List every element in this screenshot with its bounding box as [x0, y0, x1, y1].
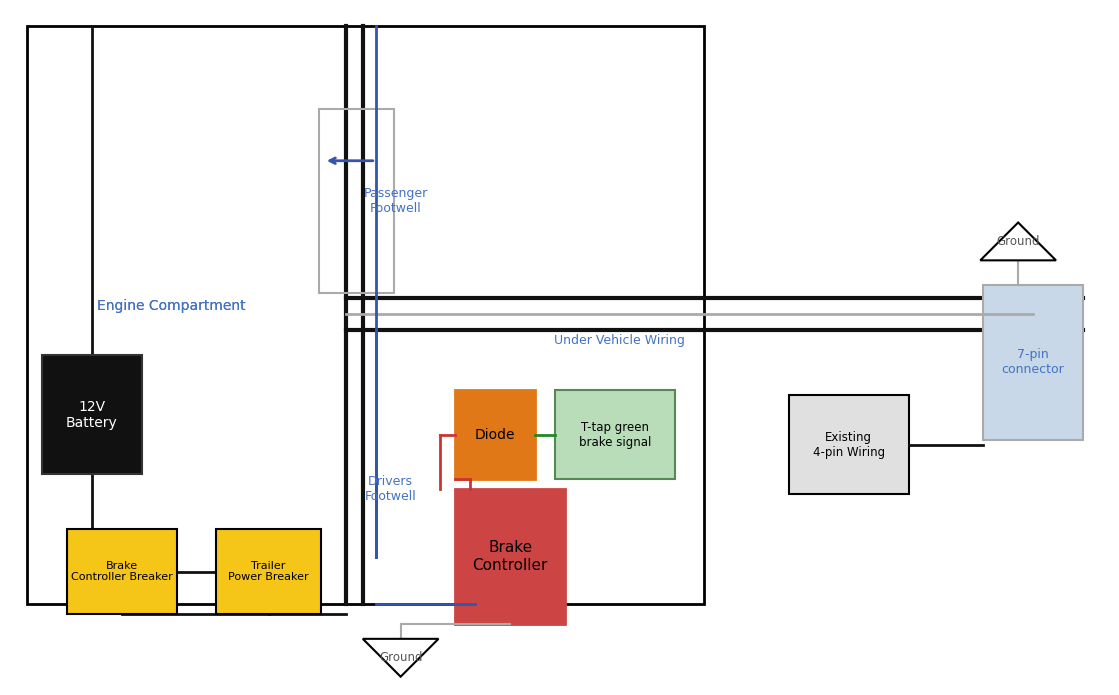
Text: Ground: Ground: [996, 235, 1040, 248]
Bar: [789, 395, 909, 494]
Bar: [216, 530, 321, 614]
Polygon shape: [980, 222, 1056, 261]
Polygon shape: [363, 639, 439, 677]
Bar: [67, 530, 177, 614]
Text: Under Vehicle Wiring: Under Vehicle Wiring: [554, 334, 685, 347]
Bar: [43, 355, 142, 475]
Bar: [319, 109, 394, 293]
Text: Drivers
Footwell: Drivers Footwell: [365, 475, 416, 503]
Bar: [455, 390, 535, 480]
Text: Brake
Controller Breaker: Brake Controller Breaker: [70, 561, 172, 582]
Text: Brake
Controller: Brake Controller: [472, 541, 548, 573]
Text: 7-pin
connector: 7-pin connector: [1002, 348, 1064, 377]
Bar: [984, 285, 1083, 440]
Text: Ground: Ground: [379, 651, 422, 664]
Bar: [455, 489, 565, 624]
Text: 12V
Battery: 12V Battery: [66, 400, 117, 430]
Text: Passenger
Footwell: Passenger Footwell: [364, 186, 427, 215]
Text: Trailer
Power Breaker: Trailer Power Breaker: [228, 561, 309, 582]
Text: Engine Compartment: Engine Compartment: [97, 299, 245, 313]
Text: Diode: Diode: [474, 427, 516, 441]
Bar: [27, 26, 705, 604]
Text: Engine Compartment: Engine Compartment: [97, 299, 245, 313]
Bar: [555, 390, 675, 480]
Text: T-tap green
brake signal: T-tap green brake signal: [579, 420, 651, 449]
Text: Existing
4-pin Wiring: Existing 4-pin Wiring: [812, 431, 885, 459]
